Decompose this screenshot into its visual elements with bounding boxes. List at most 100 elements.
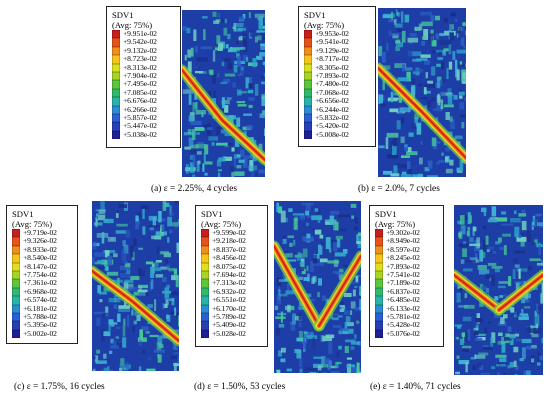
legend-swatch (304, 122, 312, 131)
legend-value: +7.694e-02 (212, 269, 246, 279)
legend-swatch (12, 312, 20, 322)
legend-swatch (112, 122, 120, 131)
legend-swatch (375, 229, 383, 238)
legend-swatch (375, 279, 383, 288)
legend-value: +5.038e-02 (123, 129, 157, 139)
legend-value: +7.480e-02 (315, 79, 349, 89)
legend-subtitle: (Avg: 75%) (201, 219, 242, 229)
legend-swatch (112, 30, 120, 39)
legend-row: +6.170e-02 (201, 304, 263, 313)
legend-value: +6.574e-02 (23, 295, 57, 305)
legend-value: +5.832e-02 (315, 112, 349, 122)
legend-row: +8.305e-02 (304, 62, 371, 72)
legend-row: +7.893e-02 (304, 71, 371, 81)
legend-value: +7.085e-02 (123, 87, 157, 97)
mesh-drawing (274, 201, 361, 373)
legend-swatch (12, 229, 20, 238)
legend-row: +6.244e-02 (304, 105, 371, 114)
mesh-drawing (182, 10, 265, 177)
legend-value: +8.723e-02 (123, 54, 157, 64)
legend-swatch (112, 71, 120, 81)
legend-row: +8.597e-02 (375, 245, 439, 255)
contour-plot-panel-d (274, 201, 361, 373)
legend-row: +9.953e-02 (304, 29, 371, 39)
legend-row: +6.968e-02 (12, 286, 73, 297)
legend-title: SDV1 (12, 209, 34, 219)
legend-value: +6.837e-02 (386, 286, 420, 296)
legend-row: +6.551e-02 (201, 295, 263, 305)
legend-value: +6.656e-02 (315, 96, 349, 106)
legend-value: +6.968e-02 (23, 286, 57, 296)
legend-value: +7.495e-02 (123, 79, 157, 89)
legend-swatch (304, 113, 312, 123)
legend-row: +5.832e-02 (304, 112, 371, 123)
legend-value: +9.953e-02 (315, 29, 349, 38)
legend-swatch (304, 46, 312, 56)
legend-swatch (375, 321, 383, 330)
legend-swatch (304, 38, 312, 47)
legend-row: +7.313e-02 (201, 278, 263, 288)
legend-value: +5.428e-02 (386, 320, 420, 330)
legend-row: +7.189e-02 (375, 278, 439, 288)
legend-swatch (201, 279, 209, 288)
legend-swatch (112, 105, 120, 114)
legend-value: +7.068e-02 (315, 87, 349, 97)
legend-value: +8.933e-02 (23, 244, 57, 254)
legend-swatch (201, 287, 209, 297)
legend-swatch (12, 304, 20, 313)
legend-swatch (112, 46, 120, 56)
legend-panel-a: SDV1 (Avg: 75%) +9.951e-02 +9.542e-02 +9.1… (106, 6, 181, 148)
legend-row: +8.147e-02 (12, 262, 73, 271)
legend-row: +9.132e-02 (112, 46, 176, 56)
legend-row: +8.837e-02 (201, 245, 263, 255)
contour-plot-panel-b (378, 8, 466, 177)
legend-row: +5.420e-02 (304, 121, 371, 131)
legend-swatch (12, 329, 20, 339)
legend-value: +5.002e-02 (23, 328, 57, 338)
legend-row: +5.428e-02 (375, 320, 439, 330)
legend-title: SDV1 (304, 10, 326, 20)
legend-value: +9.129e-02 (315, 45, 349, 55)
mesh-drawing (378, 8, 466, 177)
legend-value: +8.305e-02 (315, 62, 349, 72)
legend-row: +8.949e-02 (375, 236, 439, 246)
legend-swatch (12, 245, 20, 255)
legend-swatch (12, 321, 20, 330)
legend-swatch (375, 270, 383, 280)
legend-row: +6.932e-02 (201, 286, 263, 297)
legend-value: +9.719e-02 (23, 228, 57, 237)
legend-value: +5.420e-02 (315, 121, 349, 131)
legend-value: +5.076e-02 (386, 328, 420, 338)
legend-row: +6.837e-02 (375, 286, 439, 297)
legend-value: +7.189e-02 (386, 278, 420, 288)
legend-swatch (201, 262, 209, 271)
legend-row: +5.781e-02 (375, 312, 439, 322)
legend-value: +8.245e-02 (386, 253, 420, 263)
legend-scale: +9.599e-02 +9.218e-02 +8.837e-02 +8.456e-02… (201, 228, 263, 339)
legend-swatch (375, 245, 383, 255)
legend-row: +5.788e-02 (12, 312, 73, 322)
contour-plot-panel-c (92, 201, 179, 371)
legend-swatch (112, 38, 120, 47)
legend-value: +6.932e-02 (212, 286, 246, 296)
legend-value: +5.409e-02 (212, 320, 246, 330)
legend-value: +5.008e-02 (315, 129, 349, 139)
legend-swatch (12, 262, 20, 271)
legend-row: +9.302e-02 (375, 228, 439, 238)
legend-swatch (304, 105, 312, 114)
legend-value: +6.266e-02 (123, 104, 157, 114)
legend-subtitle: (Avg: 75%) (304, 20, 345, 30)
legend-row: +9.326e-02 (12, 236, 73, 246)
legend-swatch (375, 262, 383, 271)
legend-value: +6.485e-02 (386, 295, 420, 305)
legend-scale: +9.719e-02 +9.326e-02 +8.933e-02 +8.540e-02… (12, 228, 73, 339)
legend-row: +6.485e-02 (375, 295, 439, 305)
legend-row: +8.933e-02 (12, 244, 73, 255)
legend-scale: +9.951e-02 +9.542e-02 +9.132e-02 +8.723e-02… (112, 29, 176, 140)
legend-row: +6.676e-02 (112, 96, 176, 106)
legend-value: +9.326e-02 (23, 236, 57, 246)
legend-value: +6.181e-02 (23, 303, 57, 313)
legend-row: +7.085e-02 (112, 87, 176, 98)
legend-swatch (12, 296, 20, 305)
legend-row: +8.313e-02 (112, 63, 176, 72)
